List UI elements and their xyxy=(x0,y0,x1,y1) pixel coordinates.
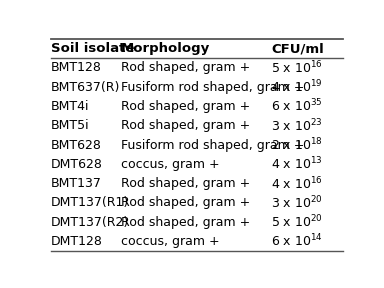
Text: Rod shaped, gram +: Rod shaped, gram + xyxy=(121,100,250,113)
Text: 4 x 10$^{19}$: 4 x 10$^{19}$ xyxy=(271,79,323,96)
Text: BMT628: BMT628 xyxy=(51,139,102,151)
Text: Soil isolate: Soil isolate xyxy=(51,42,134,55)
Text: coccus, gram +: coccus, gram + xyxy=(121,158,220,171)
Text: 5 x 10$^{20}$: 5 x 10$^{20}$ xyxy=(271,214,323,230)
Text: Fusiform rod shaped, gram +: Fusiform rod shaped, gram + xyxy=(121,81,304,94)
Text: DMT628: DMT628 xyxy=(51,158,103,171)
Text: Rod shaped, gram +: Rod shaped, gram + xyxy=(121,177,250,190)
Text: 2 x 10$^{18}$: 2 x 10$^{18}$ xyxy=(271,137,323,153)
Text: 4 x 10$^{13}$: 4 x 10$^{13}$ xyxy=(271,156,323,173)
Text: 6 x 10$^{14}$: 6 x 10$^{14}$ xyxy=(271,233,323,250)
Text: 3 x 10$^{20}$: 3 x 10$^{20}$ xyxy=(271,195,323,211)
Text: BMT137: BMT137 xyxy=(51,177,102,190)
Text: Rod shaped, gram +: Rod shaped, gram + xyxy=(121,119,250,132)
Text: Rod shaped, gram +: Rod shaped, gram + xyxy=(121,216,250,229)
Text: DMT137(R1): DMT137(R1) xyxy=(51,196,129,209)
Text: BMT128: BMT128 xyxy=(51,61,102,74)
Text: 4 x 10$^{16}$: 4 x 10$^{16}$ xyxy=(271,175,323,192)
Text: BMT4i: BMT4i xyxy=(51,100,89,113)
Text: Morphology: Morphology xyxy=(121,42,210,55)
Text: BMT637(R): BMT637(R) xyxy=(51,81,120,94)
Text: 5 x 10$^{16}$: 5 x 10$^{16}$ xyxy=(271,60,323,76)
Text: 3 x 10$^{23}$: 3 x 10$^{23}$ xyxy=(271,118,323,134)
Text: 6 x 10$^{35}$: 6 x 10$^{35}$ xyxy=(271,98,323,115)
Text: Rod shaped, gram +: Rod shaped, gram + xyxy=(121,61,250,74)
Text: Fusiform rod shaped, gram +: Fusiform rod shaped, gram + xyxy=(121,139,304,151)
Text: BMT5i: BMT5i xyxy=(51,119,89,132)
Text: DMT128: DMT128 xyxy=(51,235,103,248)
Text: CFU/ml: CFU/ml xyxy=(271,42,324,55)
Text: Rod shaped, gram +: Rod shaped, gram + xyxy=(121,196,250,209)
Text: DMT137(R2): DMT137(R2) xyxy=(51,216,129,229)
Text: coccus, gram +: coccus, gram + xyxy=(121,235,220,248)
